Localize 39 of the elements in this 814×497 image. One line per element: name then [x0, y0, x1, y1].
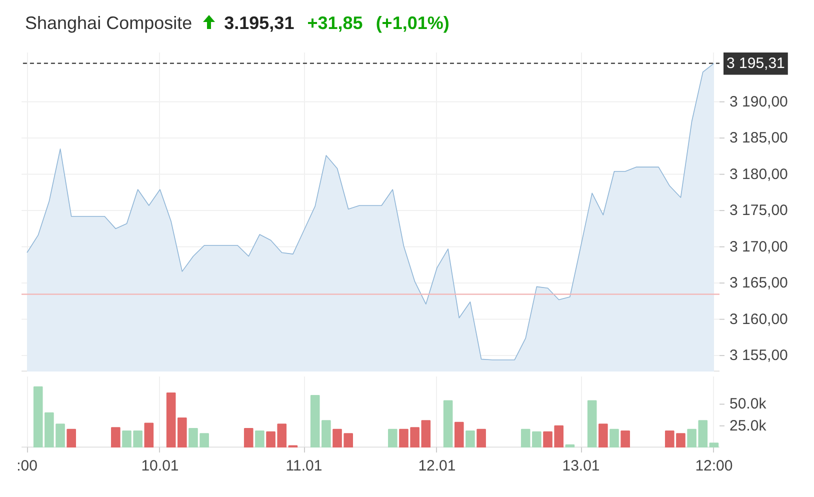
bar	[709, 442, 719, 448]
y-tick-label: 3 165,00	[730, 274, 788, 292]
bar	[111, 427, 120, 448]
x-tick-label: 10.01	[141, 458, 179, 474]
bar	[610, 428, 619, 448]
x-tick-label: 12.01	[418, 458, 456, 474]
bar	[466, 430, 475, 448]
y-tick-label: 3 170,00	[730, 238, 788, 256]
bar	[166, 392, 176, 448]
bar	[587, 400, 597, 448]
y-tick-label: 50.0k	[730, 396, 767, 413]
y-tick-label: 25.0k	[730, 417, 767, 434]
chart-title: Shanghai Composite	[25, 13, 192, 33]
bar	[388, 428, 398, 448]
bar	[598, 424, 608, 448]
text: 3.195,31	[224, 13, 294, 33]
ref-line-label: 3 195,31	[726, 54, 785, 72]
bar	[620, 430, 630, 448]
bar	[244, 428, 254, 448]
bar	[443, 400, 453, 448]
bar	[565, 444, 575, 448]
x-tick-label: 13.01	[562, 458, 600, 474]
bar	[177, 418, 187, 448]
text: (+1,01%)	[376, 13, 450, 33]
bar	[66, 428, 76, 448]
x-tick-label: 12:00	[695, 458, 733, 474]
y-tick-label: 3 185,00	[730, 130, 788, 147]
x-tick-label: 11.01	[286, 458, 322, 474]
y-tick-label: 3 180,00	[730, 166, 788, 183]
bar	[255, 430, 264, 448]
bar	[144, 422, 154, 448]
y-tick-label: 3 160,00	[730, 310, 788, 328]
bar	[454, 422, 464, 448]
y-tick-label: 3 175,00	[730, 202, 788, 220]
y-tick-label: 3 190,00	[730, 93, 788, 110]
text: +31,85	[307, 13, 363, 33]
y-tick-label: 3 155,00	[730, 347, 788, 364]
bar	[476, 428, 486, 448]
x-tick-label: :00	[16, 458, 38, 474]
